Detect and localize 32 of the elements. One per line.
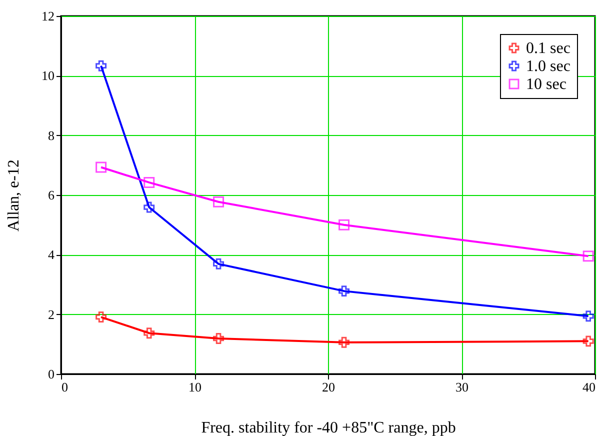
y-tick-label: 8 (48, 128, 54, 143)
point (96, 60, 107, 72)
point (213, 258, 224, 270)
y-tick-label: 12 (42, 8, 54, 24)
point (338, 286, 350, 297)
point (213, 333, 224, 344)
x-tick-label: 30 (456, 380, 468, 394)
x-tick-label: 20 (322, 380, 335, 394)
y-axis-title: Allan, e-12 (6, 160, 22, 232)
y-tick-label: 4 (48, 247, 55, 262)
x-tick-label: 10 (188, 380, 202, 394)
x-tick-label: 40 (582, 380, 596, 394)
point (96, 312, 107, 323)
point (338, 336, 350, 348)
point (144, 202, 155, 213)
y-tick-label: 0 (48, 366, 54, 382)
point (338, 219, 350, 230)
legend-label: 10 sec (526, 76, 566, 93)
y-tick-label: 2 (48, 306, 54, 322)
point (582, 310, 594, 322)
point (96, 162, 107, 173)
point (582, 250, 594, 262)
point (144, 176, 155, 188)
point (144, 328, 155, 339)
y-tick-label: 6 (48, 188, 55, 202)
point (582, 336, 594, 347)
legend-label: 0.1 sec (526, 40, 570, 57)
y-tick-label: 10 (42, 68, 54, 84)
x-tick-label: 0 (62, 380, 68, 394)
point (213, 196, 224, 208)
x-axis-title: Freq. stability for -40 +85"C range, ppb (201, 420, 456, 436)
legend-label: 1.0 sec (526, 58, 570, 75)
